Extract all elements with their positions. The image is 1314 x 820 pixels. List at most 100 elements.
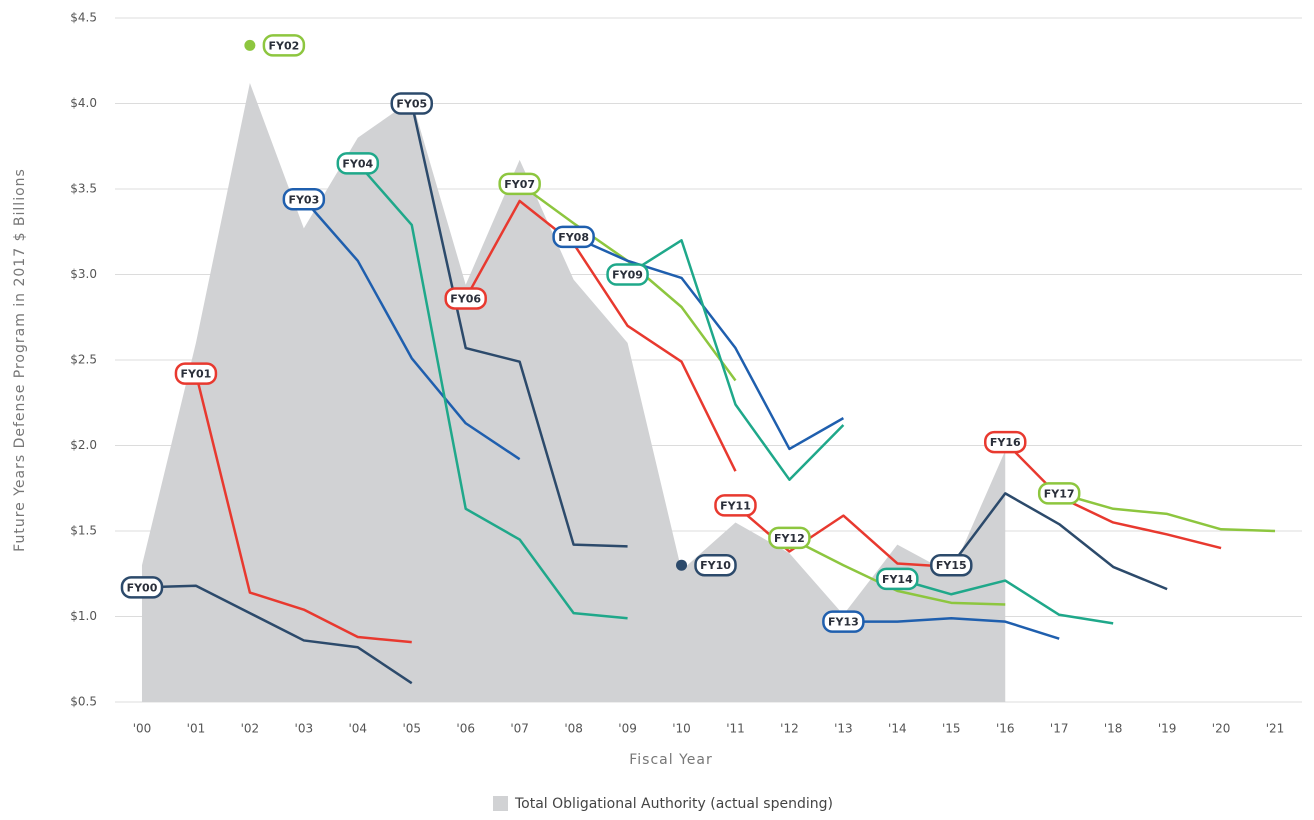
- series-name: FY03: [288, 193, 319, 206]
- series-line: [410, 103, 628, 548]
- series-label: FY05: [390, 92, 433, 115]
- series-name: FY04: [342, 157, 373, 170]
- x-axis-title: Fiscal Year: [629, 752, 712, 768]
- series-name: FY11: [720, 499, 751, 512]
- label-badge: [714, 494, 757, 517]
- series-line: [464, 199, 737, 472]
- label-badge: [262, 34, 306, 57]
- x-tick-label: '02: [241, 722, 260, 736]
- y-tick-label: $3.0: [70, 267, 97, 281]
- x-tick-label: '13: [834, 722, 853, 736]
- legend-label: Total Obligational Authority (actual spe…: [514, 796, 833, 812]
- x-tick-label: '15: [942, 722, 961, 736]
- series-label: FY01: [174, 362, 218, 385]
- x-tick-label: '19: [1158, 722, 1177, 736]
- x-tick-label: '06: [456, 722, 475, 736]
- series-label: FY00: [120, 576, 164, 599]
- series-name: FY01: [181, 368, 212, 381]
- series-name: FY14: [882, 573, 913, 586]
- x-tick-label: '01: [187, 722, 206, 736]
- series-name: FY02: [268, 39, 299, 52]
- series-label: FY14: [876, 567, 919, 591]
- series-name: FY07: [504, 178, 535, 191]
- label-badge: [606, 263, 649, 286]
- label-badge: [822, 610, 865, 633]
- series-name: FY10: [700, 559, 731, 572]
- series-label: FY02: [262, 34, 306, 57]
- series-name: FY05: [396, 98, 427, 111]
- label-badge: [930, 553, 973, 577]
- x-tick-label: '08: [564, 722, 583, 736]
- x-tick-label: '16: [996, 722, 1015, 736]
- series-label: FY06: [444, 287, 487, 310]
- series-line: [356, 162, 628, 620]
- point: [676, 559, 688, 571]
- series-label: FY08: [552, 225, 595, 249]
- series-name: FY00: [127, 581, 158, 594]
- label-badge: [444, 287, 487, 310]
- y-tick-label: $2.0: [70, 438, 97, 452]
- series-label: FY07: [498, 172, 541, 196]
- series-label: FY09: [606, 263, 649, 286]
- series-line: [843, 616, 1060, 640]
- label-badge: [120, 576, 164, 599]
- series-line: [302, 198, 521, 461]
- label-badge: [336, 152, 380, 175]
- series-line: [1058, 492, 1276, 533]
- x-tick-label: '04: [349, 722, 368, 736]
- legend-swatch: [493, 796, 508, 811]
- y-tick-label: $4.0: [70, 96, 97, 110]
- y-tick-label: $3.5: [70, 182, 97, 196]
- series-line: [141, 584, 413, 685]
- series-name: FY09: [612, 269, 643, 282]
- series-name: FY12: [774, 532, 805, 545]
- series-name: FY17: [1044, 487, 1075, 500]
- series-line: [573, 235, 845, 451]
- y-tick-label: $2.5: [70, 353, 97, 367]
- series-name: FY08: [558, 231, 589, 244]
- series-label: FY11: [714, 494, 757, 517]
- label-badge: [876, 567, 919, 591]
- area: [141, 82, 1006, 703]
- x-tick-label: '17: [1050, 722, 1069, 736]
- label-badge: [498, 172, 541, 196]
- y-tick-label: $1.0: [70, 609, 97, 623]
- point: [244, 39, 256, 51]
- series-name: FY16: [990, 436, 1021, 449]
- label-badge: [390, 92, 433, 115]
- label-badge: [694, 553, 737, 577]
- series-line: [896, 577, 1114, 625]
- x-tick-label: '14: [888, 722, 907, 736]
- series-label: FY15: [930, 553, 973, 577]
- label-badge: [552, 225, 595, 249]
- series-label: FY16: [984, 430, 1027, 454]
- y-tick-label: $4.5: [70, 11, 97, 25]
- x-tick-label: '07: [510, 722, 529, 736]
- series-label: FY04: [336, 152, 380, 175]
- series-label: FY12: [768, 526, 811, 550]
- x-tick-label: '10: [672, 722, 691, 736]
- x-tick-label: '11: [726, 722, 745, 736]
- series-name: FY15: [936, 559, 967, 572]
- series-line: [1004, 441, 1222, 550]
- x-tick-label: '03: [295, 722, 314, 736]
- series-line: [788, 536, 1006, 606]
- series-line: [626, 239, 845, 481]
- label-badge: [282, 188, 326, 211]
- x-tick-label: '20: [1212, 722, 1231, 736]
- series-name: FY13: [828, 616, 859, 629]
- label-badge: [174, 362, 218, 385]
- x-tick-label: '00: [133, 722, 152, 736]
- label-badge: [768, 526, 811, 550]
- series-label: FY03: [282, 188, 326, 211]
- y-axis-title: Future Years Defense Program in 2017 $ B…: [12, 168, 28, 552]
- x-tick-label: '09: [618, 722, 637, 736]
- series-name: FY06: [450, 292, 481, 305]
- x-tick-label: '12: [780, 722, 799, 736]
- series-label: FY13: [822, 610, 865, 633]
- series-label: FY10: [694, 553, 737, 577]
- series-line: [950, 492, 1168, 591]
- y-tick-label: $1.5: [70, 524, 97, 538]
- label-badge: [1037, 482, 1081, 505]
